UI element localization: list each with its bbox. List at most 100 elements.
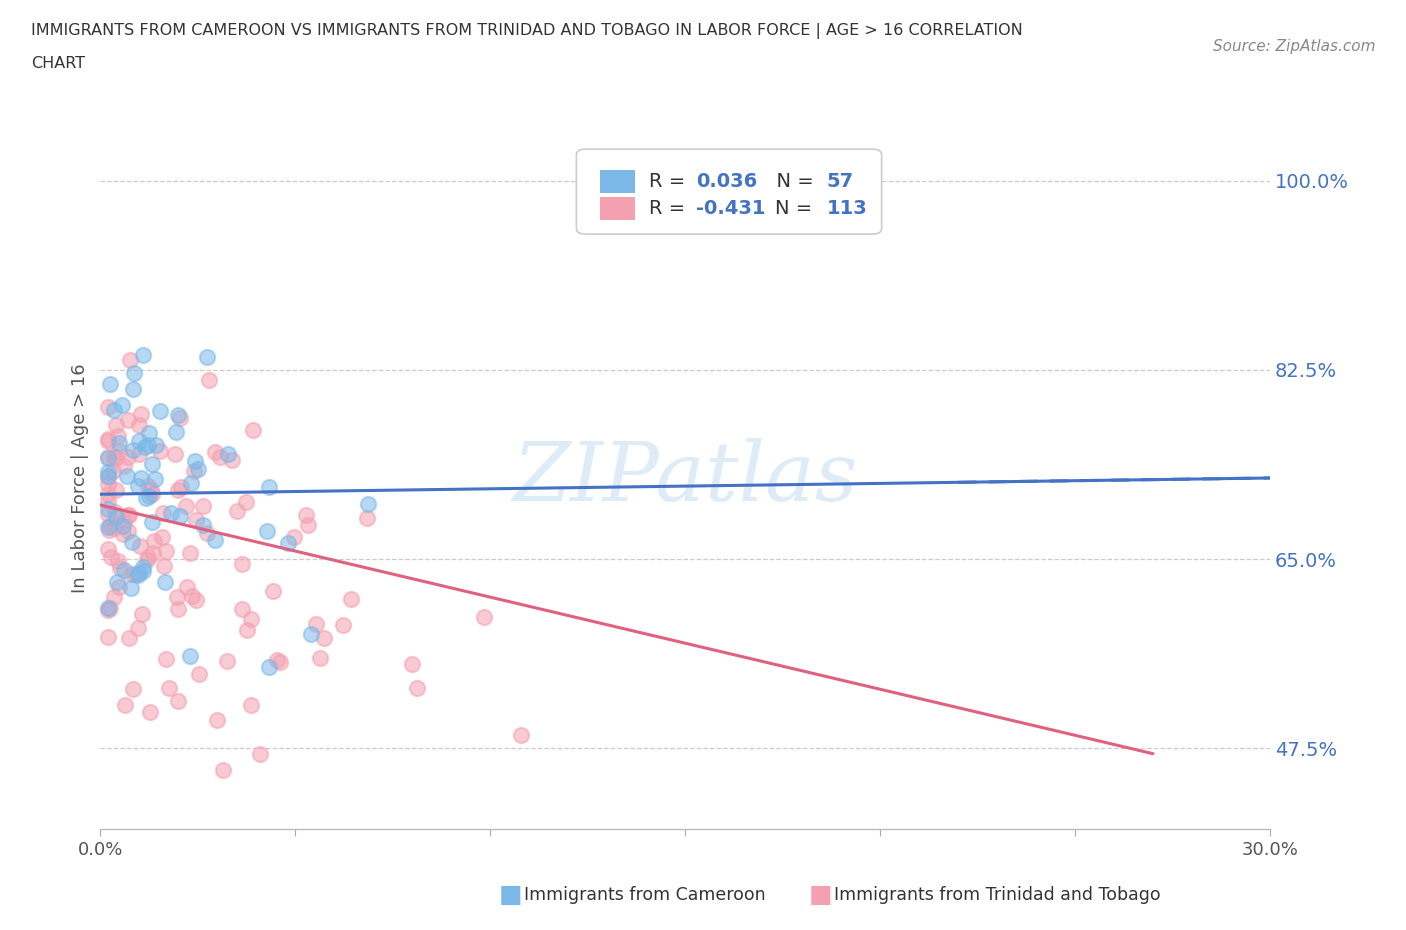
- Point: [108, 561, 131, 576]
- Point: [195, 350, 218, 365]
- Point: [208, 449, 231, 464]
- Point: [472, 610, 495, 625]
- Point: [103, 449, 125, 464]
- Text: N =: N =: [763, 172, 820, 192]
- Point: [283, 529, 305, 544]
- Text: N =: N =: [775, 199, 818, 218]
- Point: [240, 698, 263, 712]
- Point: [124, 566, 146, 581]
- Point: [187, 462, 209, 477]
- Text: 0.036: 0.036: [696, 172, 756, 192]
- Point: [120, 580, 142, 595]
- Point: [212, 763, 235, 777]
- Point: [103, 589, 125, 604]
- Point: [97, 400, 120, 415]
- Point: [184, 592, 207, 607]
- Point: [138, 425, 160, 440]
- Point: [166, 601, 188, 616]
- FancyBboxPatch shape: [576, 149, 882, 234]
- Point: [127, 620, 149, 635]
- Text: CHART: CHART: [31, 56, 84, 71]
- Point: [118, 508, 141, 523]
- Point: [129, 471, 152, 485]
- Point: [304, 617, 326, 631]
- Point: [406, 681, 429, 696]
- Point: [231, 557, 253, 572]
- Point: [97, 469, 120, 484]
- Point: [97, 507, 120, 522]
- Point: [142, 545, 165, 560]
- Point: [107, 436, 129, 451]
- Point: [111, 519, 134, 534]
- Point: [107, 553, 129, 568]
- Bar: [600, 170, 636, 193]
- Point: [128, 565, 150, 580]
- Point: [132, 560, 155, 575]
- Point: [257, 659, 280, 674]
- Point: [314, 631, 336, 645]
- Point: [129, 538, 152, 553]
- Point: [509, 727, 531, 742]
- Point: [236, 622, 259, 637]
- Point: [117, 508, 139, 523]
- Point: [332, 618, 354, 632]
- Point: [256, 524, 278, 538]
- Point: [97, 541, 120, 556]
- Y-axis label: In Labor Force | Age > 16: In Labor Force | Age > 16: [72, 364, 89, 592]
- Point: [97, 449, 120, 464]
- Point: [170, 479, 193, 494]
- Point: [117, 413, 139, 428]
- Point: [122, 382, 145, 397]
- Point: [221, 453, 243, 468]
- Point: [169, 410, 191, 425]
- Point: [100, 550, 122, 565]
- Point: [183, 463, 205, 478]
- Point: [215, 654, 238, 669]
- Point: [239, 611, 262, 626]
- Point: [269, 655, 291, 670]
- Point: [104, 505, 127, 520]
- Point: [135, 552, 157, 567]
- Point: [135, 490, 157, 505]
- Point: [356, 511, 378, 525]
- Point: [181, 589, 204, 604]
- Point: [179, 648, 201, 663]
- Point: [121, 535, 143, 550]
- Point: [131, 564, 153, 578]
- Point: [98, 600, 121, 615]
- Point: [112, 526, 135, 541]
- Point: [105, 483, 128, 498]
- Point: [141, 457, 163, 472]
- Text: ■: ■: [808, 883, 832, 907]
- Point: [97, 601, 120, 616]
- Point: [112, 513, 135, 528]
- Point: [249, 747, 271, 762]
- Point: [157, 681, 180, 696]
- Point: [167, 693, 190, 708]
- Text: Source: ZipAtlas.com: Source: ZipAtlas.com: [1212, 39, 1375, 54]
- Point: [401, 657, 423, 671]
- Point: [97, 487, 120, 502]
- Point: [97, 494, 120, 509]
- Point: [153, 559, 176, 574]
- Point: [97, 520, 120, 535]
- Point: [128, 433, 150, 448]
- Point: [163, 446, 186, 461]
- Point: [217, 446, 239, 461]
- Point: [242, 422, 264, 437]
- Point: [145, 438, 167, 453]
- Point: [128, 418, 150, 432]
- Point: [136, 438, 159, 453]
- Text: R =: R =: [650, 172, 692, 192]
- Point: [131, 607, 153, 622]
- Point: [142, 533, 165, 548]
- Point: [131, 348, 153, 363]
- Point: [111, 397, 134, 412]
- Point: [100, 376, 122, 391]
- Point: [357, 497, 380, 512]
- Point: [114, 698, 136, 712]
- Point: [231, 602, 253, 617]
- Point: [277, 536, 299, 551]
- Point: [122, 365, 145, 380]
- Point: [118, 631, 141, 645]
